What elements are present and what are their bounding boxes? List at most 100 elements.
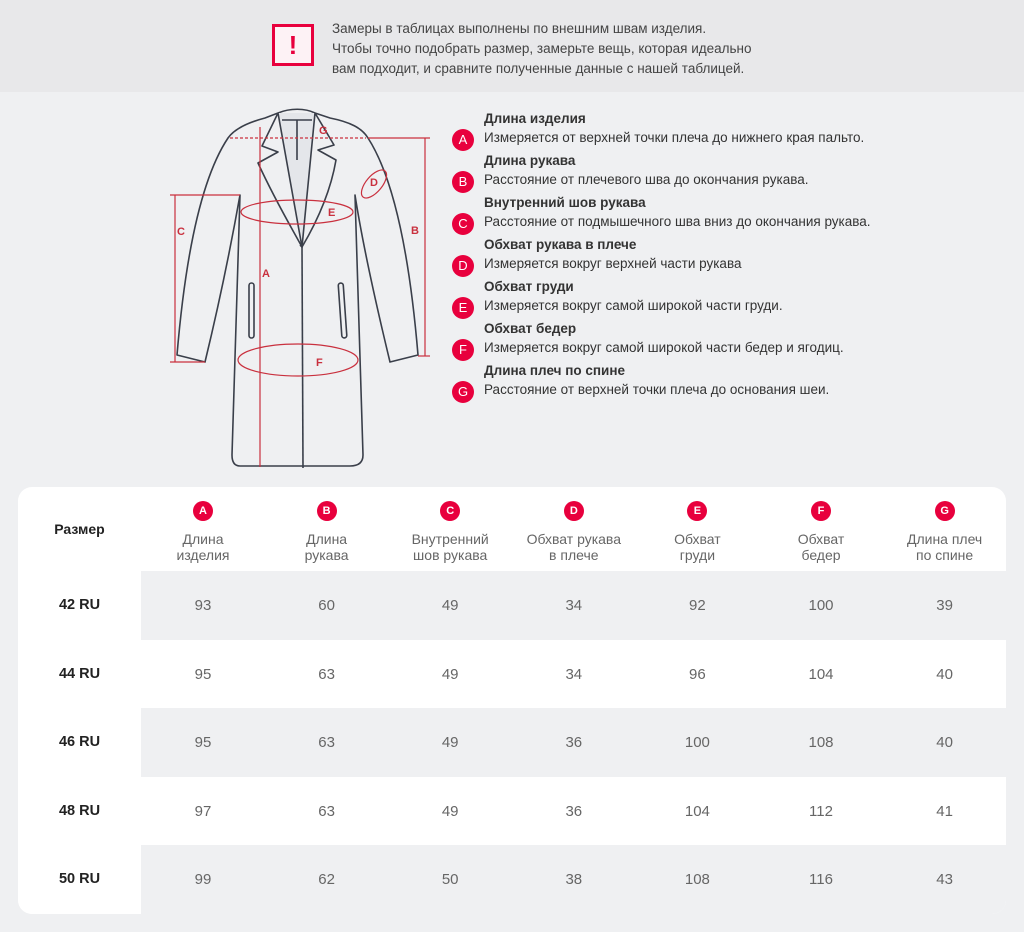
diagram-labels: A B C D E F G	[177, 125, 419, 369]
badge-icon: F	[811, 501, 831, 521]
value-cell: 100	[808, 597, 834, 614]
table-row: 42 RU 93 60 49 34 92 100 39	[18, 571, 1006, 640]
legend-item: B Длина рукава Расстояние от плечевого шва…	[452, 152, 872, 193]
value-cell: 49	[441, 665, 459, 683]
coat-outline	[176, 108, 419, 469]
legend-item: D Обхват рукава в плече Измеряется вокруг …	[452, 236, 872, 277]
column-label-line: по спине	[916, 547, 974, 563]
legend-title: Длина рукава	[484, 153, 576, 168]
badge-icon: F	[452, 339, 474, 361]
column-label: Длина плеч по спине	[883, 531, 1006, 563]
column-header: G Длина плеч по спине	[883, 501, 1006, 563]
column-header: C Внутренний шов рукава	[388, 501, 512, 563]
badge-icon: G	[934, 501, 955, 521]
column-header: A Длина изделия	[141, 501, 265, 563]
size-table: Размер A Длина изделия B Длина рукава C Внутрен…	[18, 487, 1006, 914]
badge-icon: A	[193, 501, 213, 521]
measurement-lines	[170, 127, 430, 467]
value-cell: 63	[318, 665, 335, 683]
size-column-header: Размер	[54, 521, 105, 537]
label-b: B	[411, 225, 419, 237]
table-row: 46 RU 95 63 49 36 100 108 40	[18, 708, 1006, 778]
column-header: D Обхват рукава в плече	[512, 501, 636, 563]
column-header: B Длина рукава	[265, 501, 389, 563]
value-cell: 40	[936, 665, 953, 683]
notice-line: Чтобы точно подобрать размер, замерьте в…	[332, 41, 752, 56]
column-label: Обхват бедер	[759, 531, 883, 563]
legend-description: Измеряется вокруг самой широкой части бе…	[484, 340, 844, 355]
value-cell: 108	[684, 871, 710, 889]
column-label-line: в плече	[549, 547, 599, 563]
value-cell: 36	[565, 734, 583, 752]
value-cell: 108	[808, 734, 834, 752]
value-cell: 92	[689, 597, 706, 614]
badge-icon: A	[452, 129, 474, 151]
value-cell: 41	[936, 802, 953, 820]
legend-title: Внутренний шов рукава	[484, 195, 646, 210]
exclamation-icon: !	[272, 24, 314, 66]
value-cell: 62	[318, 871, 335, 889]
legend-title: Обхват груди	[484, 279, 574, 294]
legend-description: Расстояние от подмышечного шва вниз до о…	[484, 214, 871, 229]
legend-title: Длина плеч по спине	[484, 363, 625, 378]
value-cell: 40	[936, 734, 953, 752]
table-row: 48 RU 97 63 49 36 104 112 41	[18, 776, 1006, 846]
value-cell: 104	[808, 665, 834, 683]
label-e: E	[328, 207, 335, 219]
column-header: E Обхват груди	[635, 501, 759, 563]
column-label-line: Обхват рукава	[526, 531, 621, 547]
column-label-line: Обхват	[797, 531, 845, 547]
badge-icon: D	[452, 255, 474, 277]
column-header: F Обхват бедер	[759, 501, 883, 563]
table-row: 44 RU 95 63 49 34 96 104 40	[18, 639, 1006, 709]
legend-item: C Внутренний шов рукава Расстояние от подм…	[452, 194, 872, 235]
legend-item: G Длина плеч по спине Расстояние от верхне…	[452, 362, 872, 403]
badge-icon: C	[452, 213, 474, 235]
label-f: F	[316, 357, 323, 369]
column-label: Внутренний шов рукава	[388, 531, 512, 563]
size-cell: 50 RU	[18, 845, 141, 914]
value-cell: 60	[318, 597, 335, 614]
value-cell: 96	[689, 665, 706, 683]
value-cell: 49	[441, 597, 459, 614]
value-cell: 112	[809, 802, 833, 820]
legend-description: Измеряется от верхней точки плеча до ниж…	[484, 130, 865, 145]
notice-line: Замеры в таблицах выполнены по внешним ш…	[332, 21, 707, 36]
column-label-line: рукава	[304, 547, 349, 563]
value-cell: 116	[809, 871, 833, 889]
size-cell: 48 RU	[18, 776, 141, 846]
value-cell: 97	[194, 802, 212, 820]
value-cell: 99	[194, 871, 212, 889]
coat-measurement-diagram: A B C D E F G	[170, 108, 430, 469]
column-label: Длина рукава	[265, 531, 389, 563]
value-cell: 104	[684, 802, 710, 820]
value-cell: 43	[936, 871, 953, 889]
legend-item: E Обхват груди Измеряется вокруг самой шир…	[452, 278, 872, 319]
value-cell: 93	[194, 597, 212, 614]
badge-icon: E	[687, 501, 708, 521]
notice-line: вам подходит, и сравните полученные данн…	[332, 61, 745, 76]
column-label-line: Внутренний	[411, 531, 489, 547]
badge-icon: C	[440, 501, 461, 521]
label-c: C	[177, 226, 185, 238]
value-cell: 49	[441, 802, 459, 820]
column-label: Обхват груди	[635, 531, 759, 563]
column-label-line: шов рукава	[413, 547, 488, 563]
table-row: 50 RU 99 62 50 38 108 116 43	[18, 845, 1006, 914]
value-cell: 100	[684, 734, 710, 752]
legend-title: Длина изделия	[484, 111, 586, 126]
notice-banner: ! Замеры в таблицах выполнены по внешним…	[0, 0, 1024, 92]
legend-title: Обхват рукава в плече	[484, 237, 637, 252]
column-label: Длина изделия	[141, 531, 265, 563]
size-cell: 42 RU	[18, 571, 141, 640]
column-label-line: Обхват	[674, 531, 721, 547]
column-label-line: груди	[679, 547, 716, 563]
notice-text: Замеры в таблицах выполнены по внешним ш…	[332, 19, 752, 79]
legend-description: Измеряется вокруг самой широкой части гр…	[484, 298, 783, 313]
legend-item: A Длина изделия Измеряется от верхней точк…	[452, 110, 872, 151]
table-header: Размер A Длина изделия B Длина рукава C Внутрен…	[18, 487, 1006, 571]
value-cell: 36	[565, 802, 583, 820]
legend-description: Расстояние от верхней точки плеча до осн…	[484, 382, 830, 397]
column-label-line: бедер	[801, 547, 841, 563]
value-cell: 34	[565, 597, 583, 614]
